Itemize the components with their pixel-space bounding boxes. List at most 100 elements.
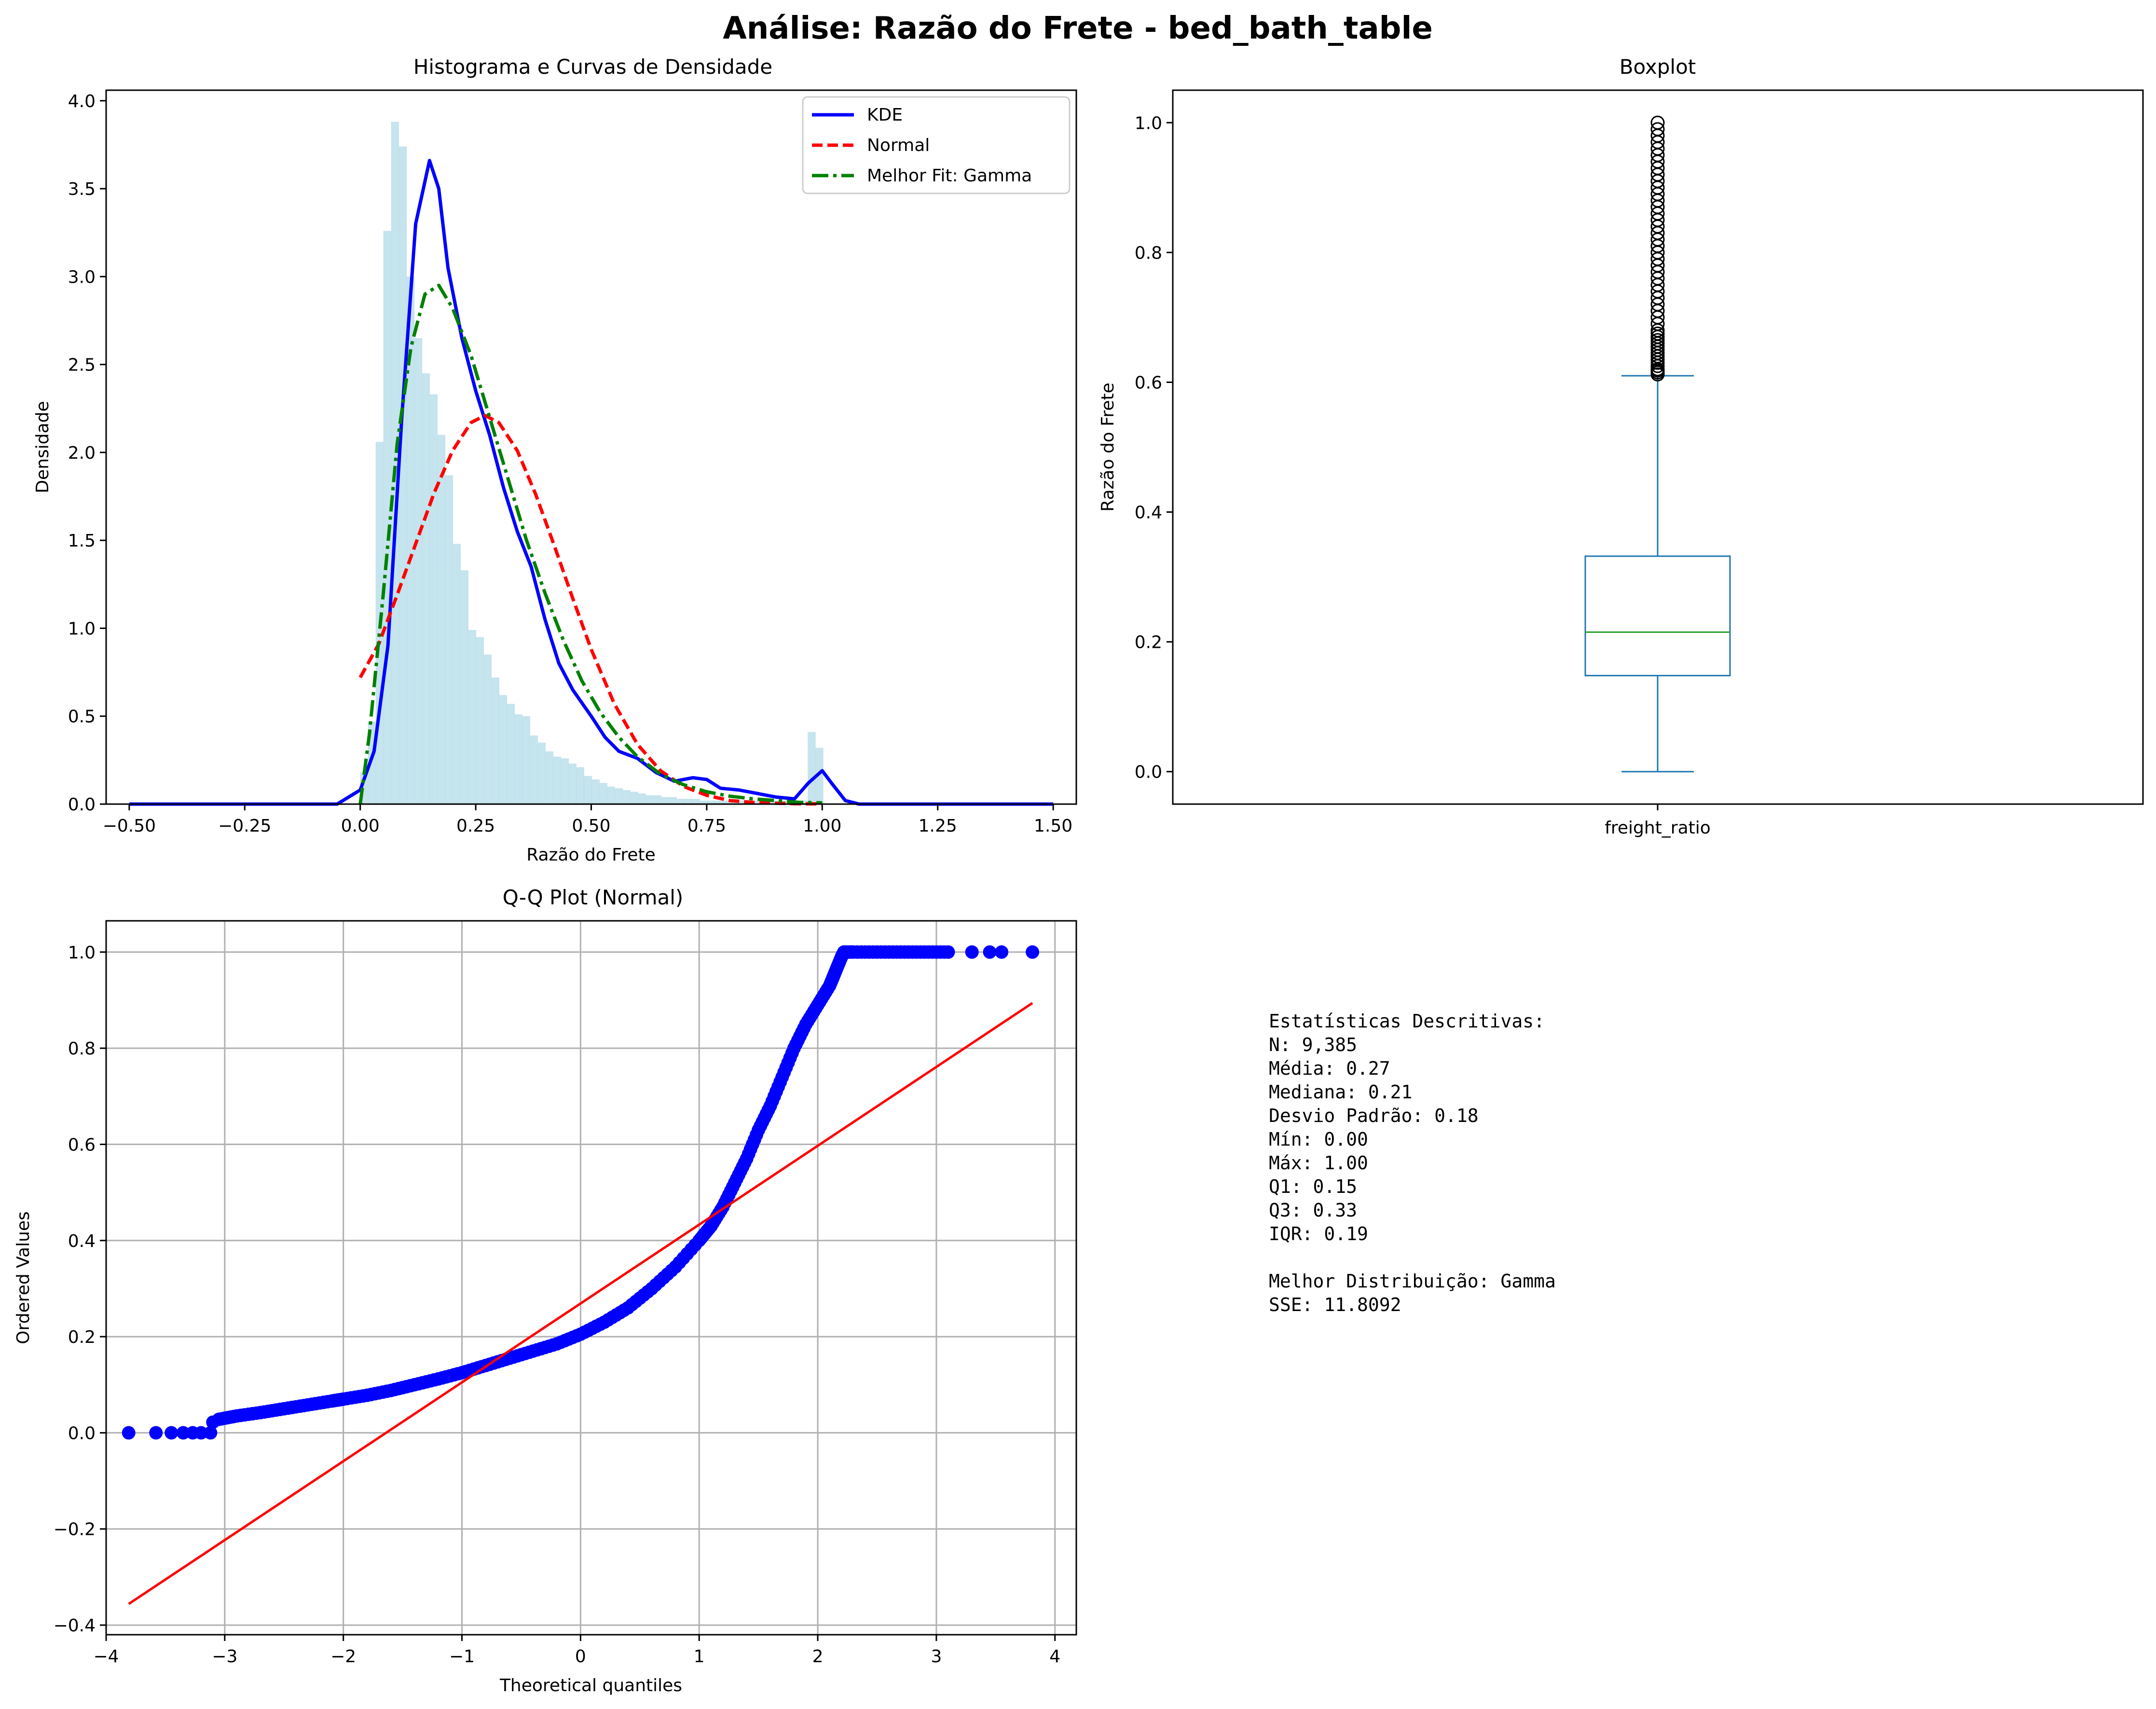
x-tick-label: −0.25 [218, 816, 271, 836]
histogram-legend: KDE Normal Melhor Fit: Gamma [802, 96, 1071, 194]
gamma-curve [358, 284, 823, 805]
qq-reference-line [128, 1002, 1033, 1605]
x-tick-label: 1 [694, 1647, 705, 1667]
histogram-bar [661, 797, 669, 804]
stats-line: N: 9,385 [1269, 1034, 1357, 1055]
stats-line: Máx: 1.00 [1269, 1152, 1368, 1174]
histogram-bar [808, 732, 816, 804]
histogram-bar [491, 677, 500, 804]
y-tick-label: 0.0 [68, 795, 96, 815]
histogram-bar [584, 776, 592, 804]
x-tick-label: −1 [449, 1647, 475, 1667]
y-tick-label: 0.0 [68, 1423, 96, 1443]
qq-point [965, 945, 979, 959]
histogram-bar [669, 797, 677, 804]
y-tick-label: 0.2 [1135, 633, 1162, 653]
x-tick-label: 2 [812, 1647, 824, 1667]
histogram-bar [800, 800, 808, 804]
histogram-bar [530, 735, 538, 804]
histogram-bar [445, 475, 453, 804]
outlier-point [1650, 115, 1665, 130]
histogram-bar [684, 799, 692, 804]
qq-plot-marks [122, 945, 1040, 1605]
y-tick-label: 2.5 [68, 355, 96, 375]
histogram-bar [561, 758, 569, 804]
qq-point [995, 945, 1009, 959]
legend-gamma-label: Melhor Fit: Gamma [867, 166, 1032, 186]
x-tick-label: −0.50 [103, 816, 156, 836]
qq-y-ticks: −0.4 −0.2 0.0 0.2 0.4 0.6 0.8 1.0 [54, 943, 106, 1636]
qq-panel: Q-Q Plot (Normal) −4 −3 −2 −1 0 1 2 3 4 −0.4 −0.2… [14, 886, 1077, 1695]
qq-point [122, 1426, 136, 1440]
y-tick-label: 3.5 [68, 179, 96, 199]
histogram-bar [429, 394, 438, 804]
histogram-y-ticks: 0.0 0.5 1.0 1.5 2.0 2.5 3.0 3.5 4.0 [68, 92, 106, 815]
qq-x-ticks: −4 −3 −2 −1 0 1 2 3 4 [93, 1635, 1060, 1667]
histogram-y-label: Densidade [33, 401, 53, 493]
histogram-bar [453, 544, 461, 804]
y-tick-label: 1.0 [68, 619, 96, 639]
histogram-bar [769, 800, 777, 804]
qq-axes-frame [105, 920, 1077, 1636]
y-tick-label: 1.0 [68, 943, 96, 963]
histogram-bar [522, 716, 531, 804]
x-tick-label: 3 [931, 1647, 942, 1667]
qq-y-label: Ordered Values [14, 1211, 33, 1344]
y-tick-label: 0.4 [68, 1231, 96, 1251]
stats-line: Melhor Distribuição: Gamma [1269, 1271, 1556, 1292]
y-tick-label: 3.0 [68, 267, 96, 287]
histogram-title: Histograma e Curvas de Densidade [413, 55, 772, 79]
stats-line: Desvio Padrão: 0.18 [1269, 1105, 1479, 1126]
stats-line: Q1: 0.15 [1269, 1176, 1357, 1197]
y-tick-label: 2.0 [68, 443, 96, 463]
boxplot-y-ticks: 0.0 0.2 0.4 0.6 0.8 1.0 [1135, 113, 1173, 782]
x-tick-label: −4 [93, 1647, 119, 1667]
histogram-x-label: Razão do Frete [526, 845, 656, 865]
x-tick-label: 0 [575, 1647, 586, 1667]
density-curves [129, 159, 1054, 806]
boxplot-panel: Boxplot 0.0 0.2 0.4 0.6 0.8 1.0 freight_ratio… [1098, 55, 2144, 838]
histogram-bar [638, 793, 646, 804]
histogram-bar [738, 800, 746, 804]
normal-curve [358, 413, 823, 806]
histogram-bar [754, 800, 762, 804]
y-tick-label: −0.2 [54, 1520, 96, 1540]
qq-point [941, 945, 955, 959]
y-tick-label: 0.5 [68, 707, 96, 727]
histogram-bar [507, 704, 515, 804]
stats-line: SSE: 11.8092 [1269, 1294, 1401, 1315]
x-tick-label: 0.25 [456, 816, 495, 836]
histogram-bar [815, 748, 824, 804]
boxplot-body [1584, 115, 1731, 773]
figure-title: Análise: Razão do Frete - bed_bath_table [723, 11, 1433, 46]
stats-line: Média: 0.27 [1269, 1058, 1390, 1079]
histogram-bar [537, 742, 546, 804]
stats-line: Mediana: 0.21 [1269, 1081, 1412, 1103]
stats-text-box: Estatísticas Descritivas:N: 9,385 Média: … [1269, 1011, 1556, 1315]
y-tick-label: 1.0 [1135, 113, 1162, 133]
x-tick-label: 0.75 [687, 816, 726, 836]
qq-point [1026, 945, 1040, 959]
histogram-bar [599, 783, 607, 804]
histogram-bar [414, 338, 423, 804]
y-tick-label: 0.2 [68, 1327, 96, 1347]
histogram-bar [630, 792, 638, 804]
histogram-bar [391, 122, 399, 805]
x-tick-label: 0.00 [341, 816, 380, 836]
legend-frame [802, 96, 1071, 194]
histogram-bar [514, 714, 523, 804]
stats-line: IQR: 0.19 [1269, 1223, 1368, 1244]
histogram-bar [422, 373, 430, 804]
outlier-point [1650, 333, 1665, 347]
histogram-bar [692, 799, 700, 804]
boxplot-y-label: Razão do Frete [1098, 383, 1118, 512]
histogram-bar [707, 800, 715, 804]
stats-line: Q3: 0.33 [1269, 1200, 1357, 1221]
stats-line: Mín: 0.00 [1269, 1129, 1368, 1150]
legend-kde-label: KDE [867, 105, 903, 125]
y-tick-label: 0.4 [1135, 503, 1162, 523]
boxplot-title: Boxplot [1620, 55, 1696, 79]
qq-point [194, 1426, 208, 1440]
